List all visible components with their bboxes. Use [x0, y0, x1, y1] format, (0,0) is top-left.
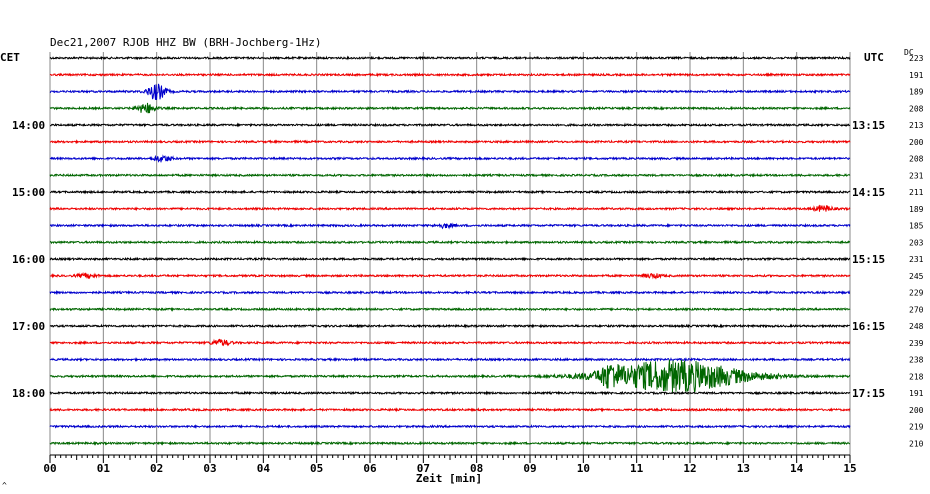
x-tick-label: 12	[683, 462, 696, 475]
trace-row-2	[49, 83, 851, 100]
dc-offset-label: 210	[909, 439, 924, 448]
dc-offset-label: 229	[909, 289, 924, 298]
dc-offset-label: 185	[909, 222, 924, 231]
dc-offset-label: 203	[909, 238, 924, 247]
x-tick-label: 09	[523, 462, 536, 475]
dc-offset-label: 213	[909, 121, 924, 130]
dc-offset-label: 219	[909, 423, 924, 432]
trace-row-16	[49, 323, 851, 329]
x-tick-label: 00	[43, 462, 56, 475]
trace-row-15	[49, 306, 851, 312]
x-tick-label: 07	[417, 462, 430, 475]
trace-row-12	[49, 256, 851, 262]
left-hour-label: 17:00	[12, 320, 45, 333]
dc-offset-label: 211	[909, 188, 924, 197]
dc-header-label: DC	[904, 48, 914, 57]
x-tick-label: 05	[310, 462, 323, 475]
x-tick-label: 14	[790, 462, 804, 475]
dc-offset-label: 208	[909, 104, 924, 113]
trace-row-17	[49, 338, 851, 347]
dc-offset-label: 200	[909, 138, 924, 147]
trace-row-3	[49, 102, 851, 114]
right-hour-label: 17:15	[852, 387, 885, 400]
left-hour-label: 15:00	[12, 186, 45, 199]
left-hour-label: 14:00	[12, 119, 45, 132]
dc-offset-label: 189	[909, 88, 924, 97]
trace-row-18	[49, 356, 851, 363]
dc-offset-label: 208	[909, 155, 924, 164]
x-tick-label: 04	[257, 462, 271, 475]
trace-row-22	[49, 424, 851, 430]
dc-offset-label: 200	[909, 406, 924, 415]
trace-row-8	[49, 189, 851, 195]
dc-offset-label: 270	[909, 305, 924, 314]
dc-offset-label: 191	[909, 389, 924, 398]
trace-rows	[49, 55, 851, 446]
x-tick-label: 01	[97, 462, 111, 475]
right-hour-label: 15:15	[852, 253, 885, 266]
x-axis-label: Zeit [min]	[416, 472, 482, 485]
trace-row-21	[49, 407, 851, 413]
x-tick-label: 02	[150, 462, 163, 475]
dc-offset-label: 238	[909, 356, 924, 365]
trace-row-9	[49, 204, 851, 212]
trace-row-11	[49, 239, 851, 245]
dc-offset-label: 223	[909, 54, 924, 63]
x-tick-label: 06	[363, 462, 377, 475]
trace-row-19	[49, 359, 851, 393]
chart-title: Dec21,2007 RJOB HHZ BW (BRH-Jochberg-1Hz…	[50, 36, 322, 49]
x-tick-label: 03	[203, 462, 216, 475]
trace-row-14	[49, 289, 851, 296]
right-hour-label: 14:15	[852, 186, 885, 199]
trace-row-13	[49, 272, 851, 280]
trace-row-5	[49, 139, 851, 145]
dc-offset-label: 231	[909, 255, 924, 264]
x-tick-label: 13	[737, 462, 750, 475]
dc-offset-labels: 223 191 189 208 213 200 208 231 211 189 185 203 231 2…	[909, 54, 924, 448]
x-axis: 00 01 02 03 04 05 06 07 08 09 10 11 12 13 14 15	[43, 454, 857, 475]
dc-offset-label: 239	[909, 339, 924, 348]
trace-row-1	[49, 72, 851, 78]
left-hour-label: 16:00	[12, 253, 45, 266]
x-tick-label: 15	[843, 462, 856, 475]
trace-row-0	[49, 55, 851, 61]
trace-row-4	[49, 122, 851, 128]
corner-mark: ^	[2, 481, 7, 490]
right-timezone-label: UTC	[864, 51, 884, 64]
dc-offset-label: 191	[909, 71, 924, 80]
dc-offset-label: 231	[909, 171, 924, 180]
right-hour-label: 16:15	[852, 320, 885, 333]
x-tick-label: 11	[630, 462, 644, 475]
hour-labels: 14:00 15:00 16:00 17:00 18:00 13:15 14:15 15:15…	[12, 119, 885, 400]
dc-offset-label: 218	[909, 372, 924, 381]
trace-row-20	[49, 390, 851, 396]
dc-offset-label: 245	[909, 272, 924, 281]
right-hour-label: 13:15	[852, 119, 885, 132]
trace-row-7	[49, 172, 851, 178]
left-hour-label: 18:00	[12, 387, 45, 400]
trace-row-23	[49, 440, 851, 446]
trace-row-6	[49, 154, 851, 163]
x-tick-label: 10	[577, 462, 590, 475]
dc-offset-label: 189	[909, 205, 924, 214]
trace-row-10	[49, 222, 851, 230]
x-tick-label: 08	[470, 462, 483, 475]
left-timezone-label: CET	[0, 51, 20, 64]
dc-offset-label: 248	[909, 322, 924, 331]
